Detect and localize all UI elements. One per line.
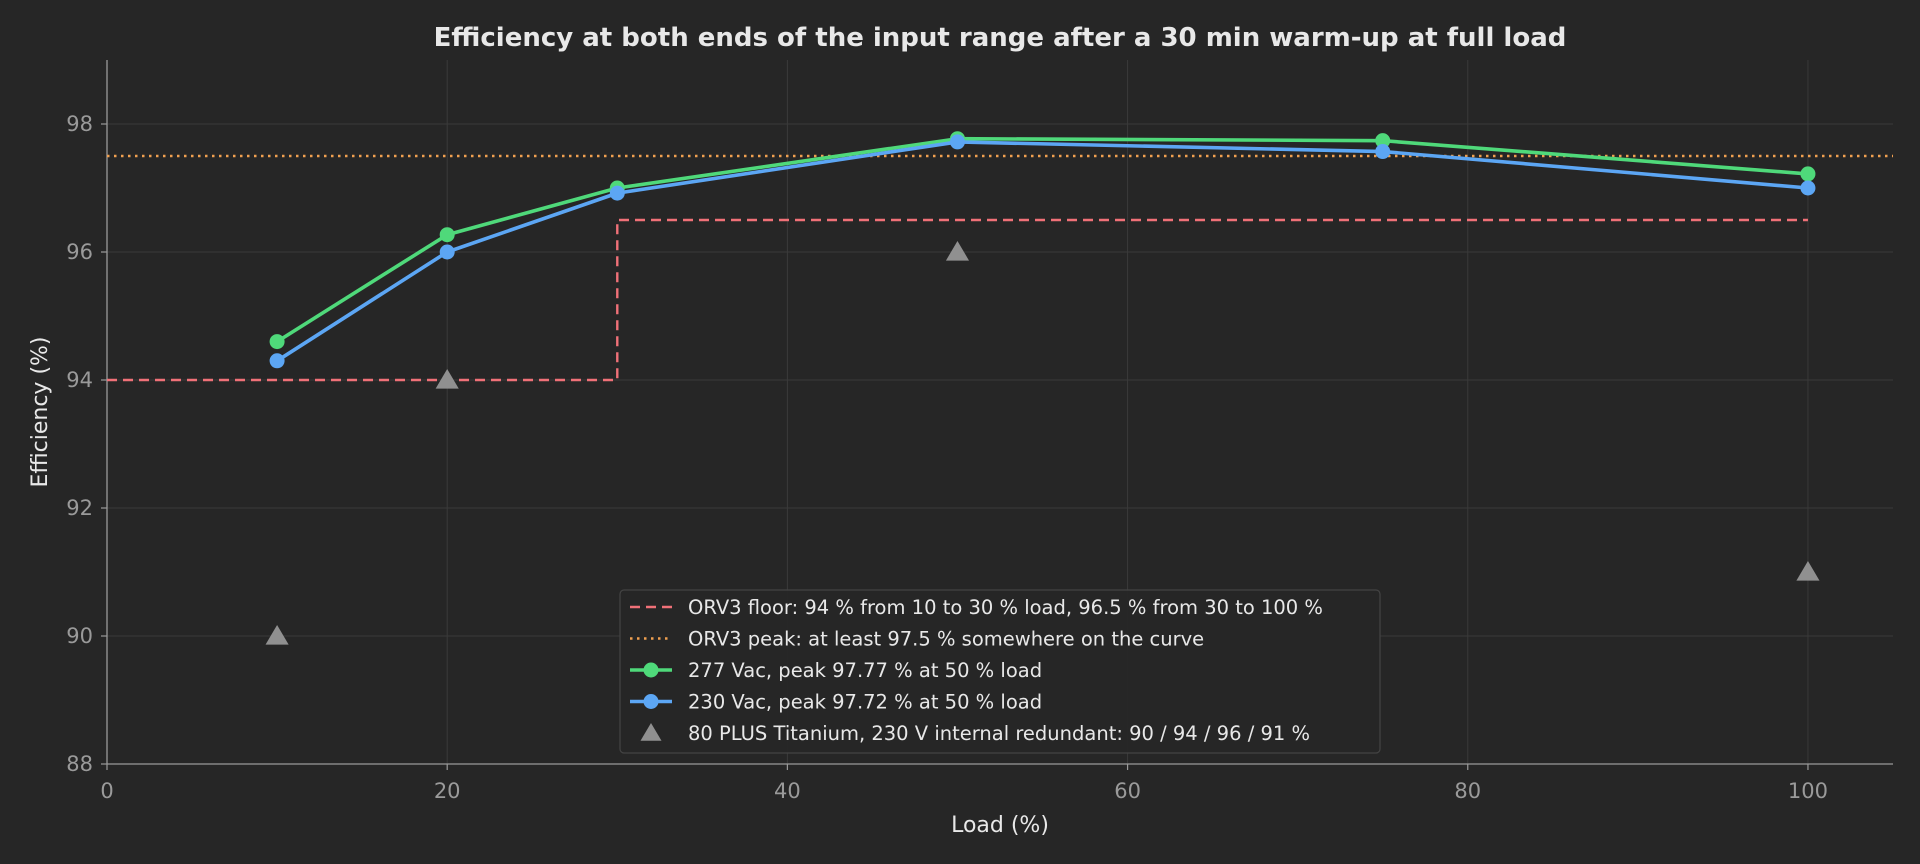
titanium-marker xyxy=(435,369,459,389)
legend-label: 230 Vac, peak 97.72 % at 50 % load xyxy=(688,691,1042,714)
y-tick-label: 92 xyxy=(66,496,93,520)
x-tick-label: 20 xyxy=(434,779,461,803)
legend-label: ORV3 peak: at least 97.5 % somewhere on … xyxy=(688,628,1204,651)
data-point xyxy=(269,334,285,350)
x-tick-label: 60 xyxy=(1114,779,1141,803)
series-line-2 xyxy=(276,136,1809,344)
data-point xyxy=(439,244,455,260)
y-tick-label: 90 xyxy=(66,624,93,648)
legend-box xyxy=(619,589,1381,754)
y-tick-label: 98 xyxy=(66,112,93,136)
x-tick-label: 0 xyxy=(100,779,113,803)
legend-label: 80 PLUS Titanium, 230 V internal redunda… xyxy=(688,722,1310,745)
titanium-marker xyxy=(265,625,289,645)
x-axis-label: Load (%) xyxy=(951,813,1049,838)
plot-series xyxy=(107,131,1893,645)
titanium-marker xyxy=(945,241,970,261)
data-point xyxy=(439,227,455,243)
data-point xyxy=(1800,180,1816,196)
legend-label: 277 Vac, peak 97.77 % at 50 % load xyxy=(688,659,1042,682)
x-tick-label: 40 xyxy=(774,779,801,803)
y-tick-label: 88 xyxy=(66,752,93,776)
series-line-3 xyxy=(276,140,1809,363)
legend-label: ORV3 floor: 94 % from 10 to 30 % load, 9… xyxy=(688,596,1323,619)
x-tick-label: 100 xyxy=(1788,779,1828,803)
axes xyxy=(101,60,1893,770)
data-point xyxy=(1800,166,1816,182)
y-tick-label: 96 xyxy=(66,240,93,264)
x-tick-label: 80 xyxy=(1454,779,1481,803)
data-point xyxy=(1375,144,1391,160)
y-tick-label: 94 xyxy=(66,368,93,392)
y-axis-label: Efficiency (%) xyxy=(28,336,53,487)
legend-swatch-marker xyxy=(643,662,659,678)
data-point xyxy=(269,353,285,369)
legend-swatch-marker xyxy=(643,694,659,709)
data-point xyxy=(609,185,625,201)
titanium-marker xyxy=(1796,561,1820,581)
legend: ORV3 floor: 94 % from 10 to 30 % load, 9… xyxy=(619,589,1381,754)
data-point xyxy=(1375,133,1391,149)
legend-swatch-marker xyxy=(640,723,662,741)
tick-labels: 0 20 40 60 80 100 88 90 92 94 96 98 xyxy=(66,112,1828,803)
chart-title: Efficiency at both ends of the input ran… xyxy=(434,23,1567,53)
orv3-floor-line xyxy=(107,218,1808,382)
data-point xyxy=(949,134,965,150)
